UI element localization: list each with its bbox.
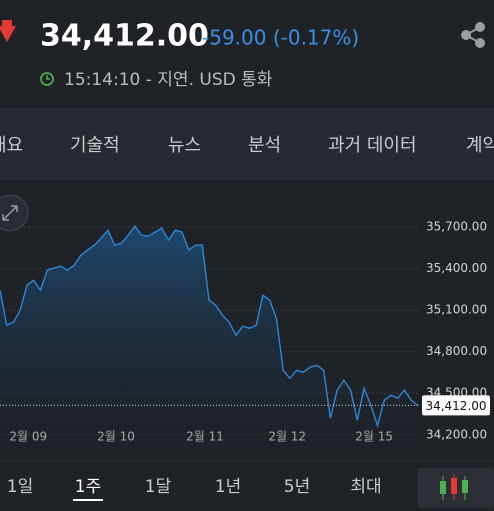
last-price-box [422,395,490,416]
expand-icon [2,205,18,221]
tab[interactable]: 뉴스 [168,135,201,156]
tab[interactable]: 기술적 [70,135,120,156]
last-price-label: 34,412.00 [425,399,486,413]
price-line [0,225,419,428]
range-button[interactable]: 1달 [145,477,172,497]
y-tick-label: 35,400.00 [426,261,487,275]
time-status: 15:14:10 - 지연. USD 통화 [64,70,273,90]
share-button[interactable] [461,22,485,48]
price-change: -59.00 (-0.17%) [202,26,359,50]
range-button[interactable]: 5년 [284,477,310,497]
tab[interactable]: 과거 데이터 [328,135,417,156]
range-button[interactable]: 1년 [215,477,241,497]
area [0,226,418,450]
header-bg [0,0,494,108]
y-tick-label: 34,800.00 [426,344,487,358]
range-button[interactable]: 1주 [75,477,101,497]
price: 34,412.00 [40,19,209,54]
tab[interactable]: 개요 [0,135,23,156]
clock-icon [40,72,54,86]
range-button[interactable]: 최대 [350,477,381,497]
down-arrow [2,20,12,30]
y-tick-label: 34,200.00 [426,427,487,441]
tab[interactable]: 분석 [248,135,281,156]
clock-icon [46,75,50,80]
y-tick-label: 35,700.00 [426,220,487,234]
expand-button[interactable] [0,194,29,232]
y-tick-label: 35,100.00 [426,303,487,317]
tab[interactable]: 계약 [466,135,494,156]
range-button[interactable]: 1일 [7,477,33,497]
tab-bar [0,108,494,180]
candle-icon [440,474,468,500]
